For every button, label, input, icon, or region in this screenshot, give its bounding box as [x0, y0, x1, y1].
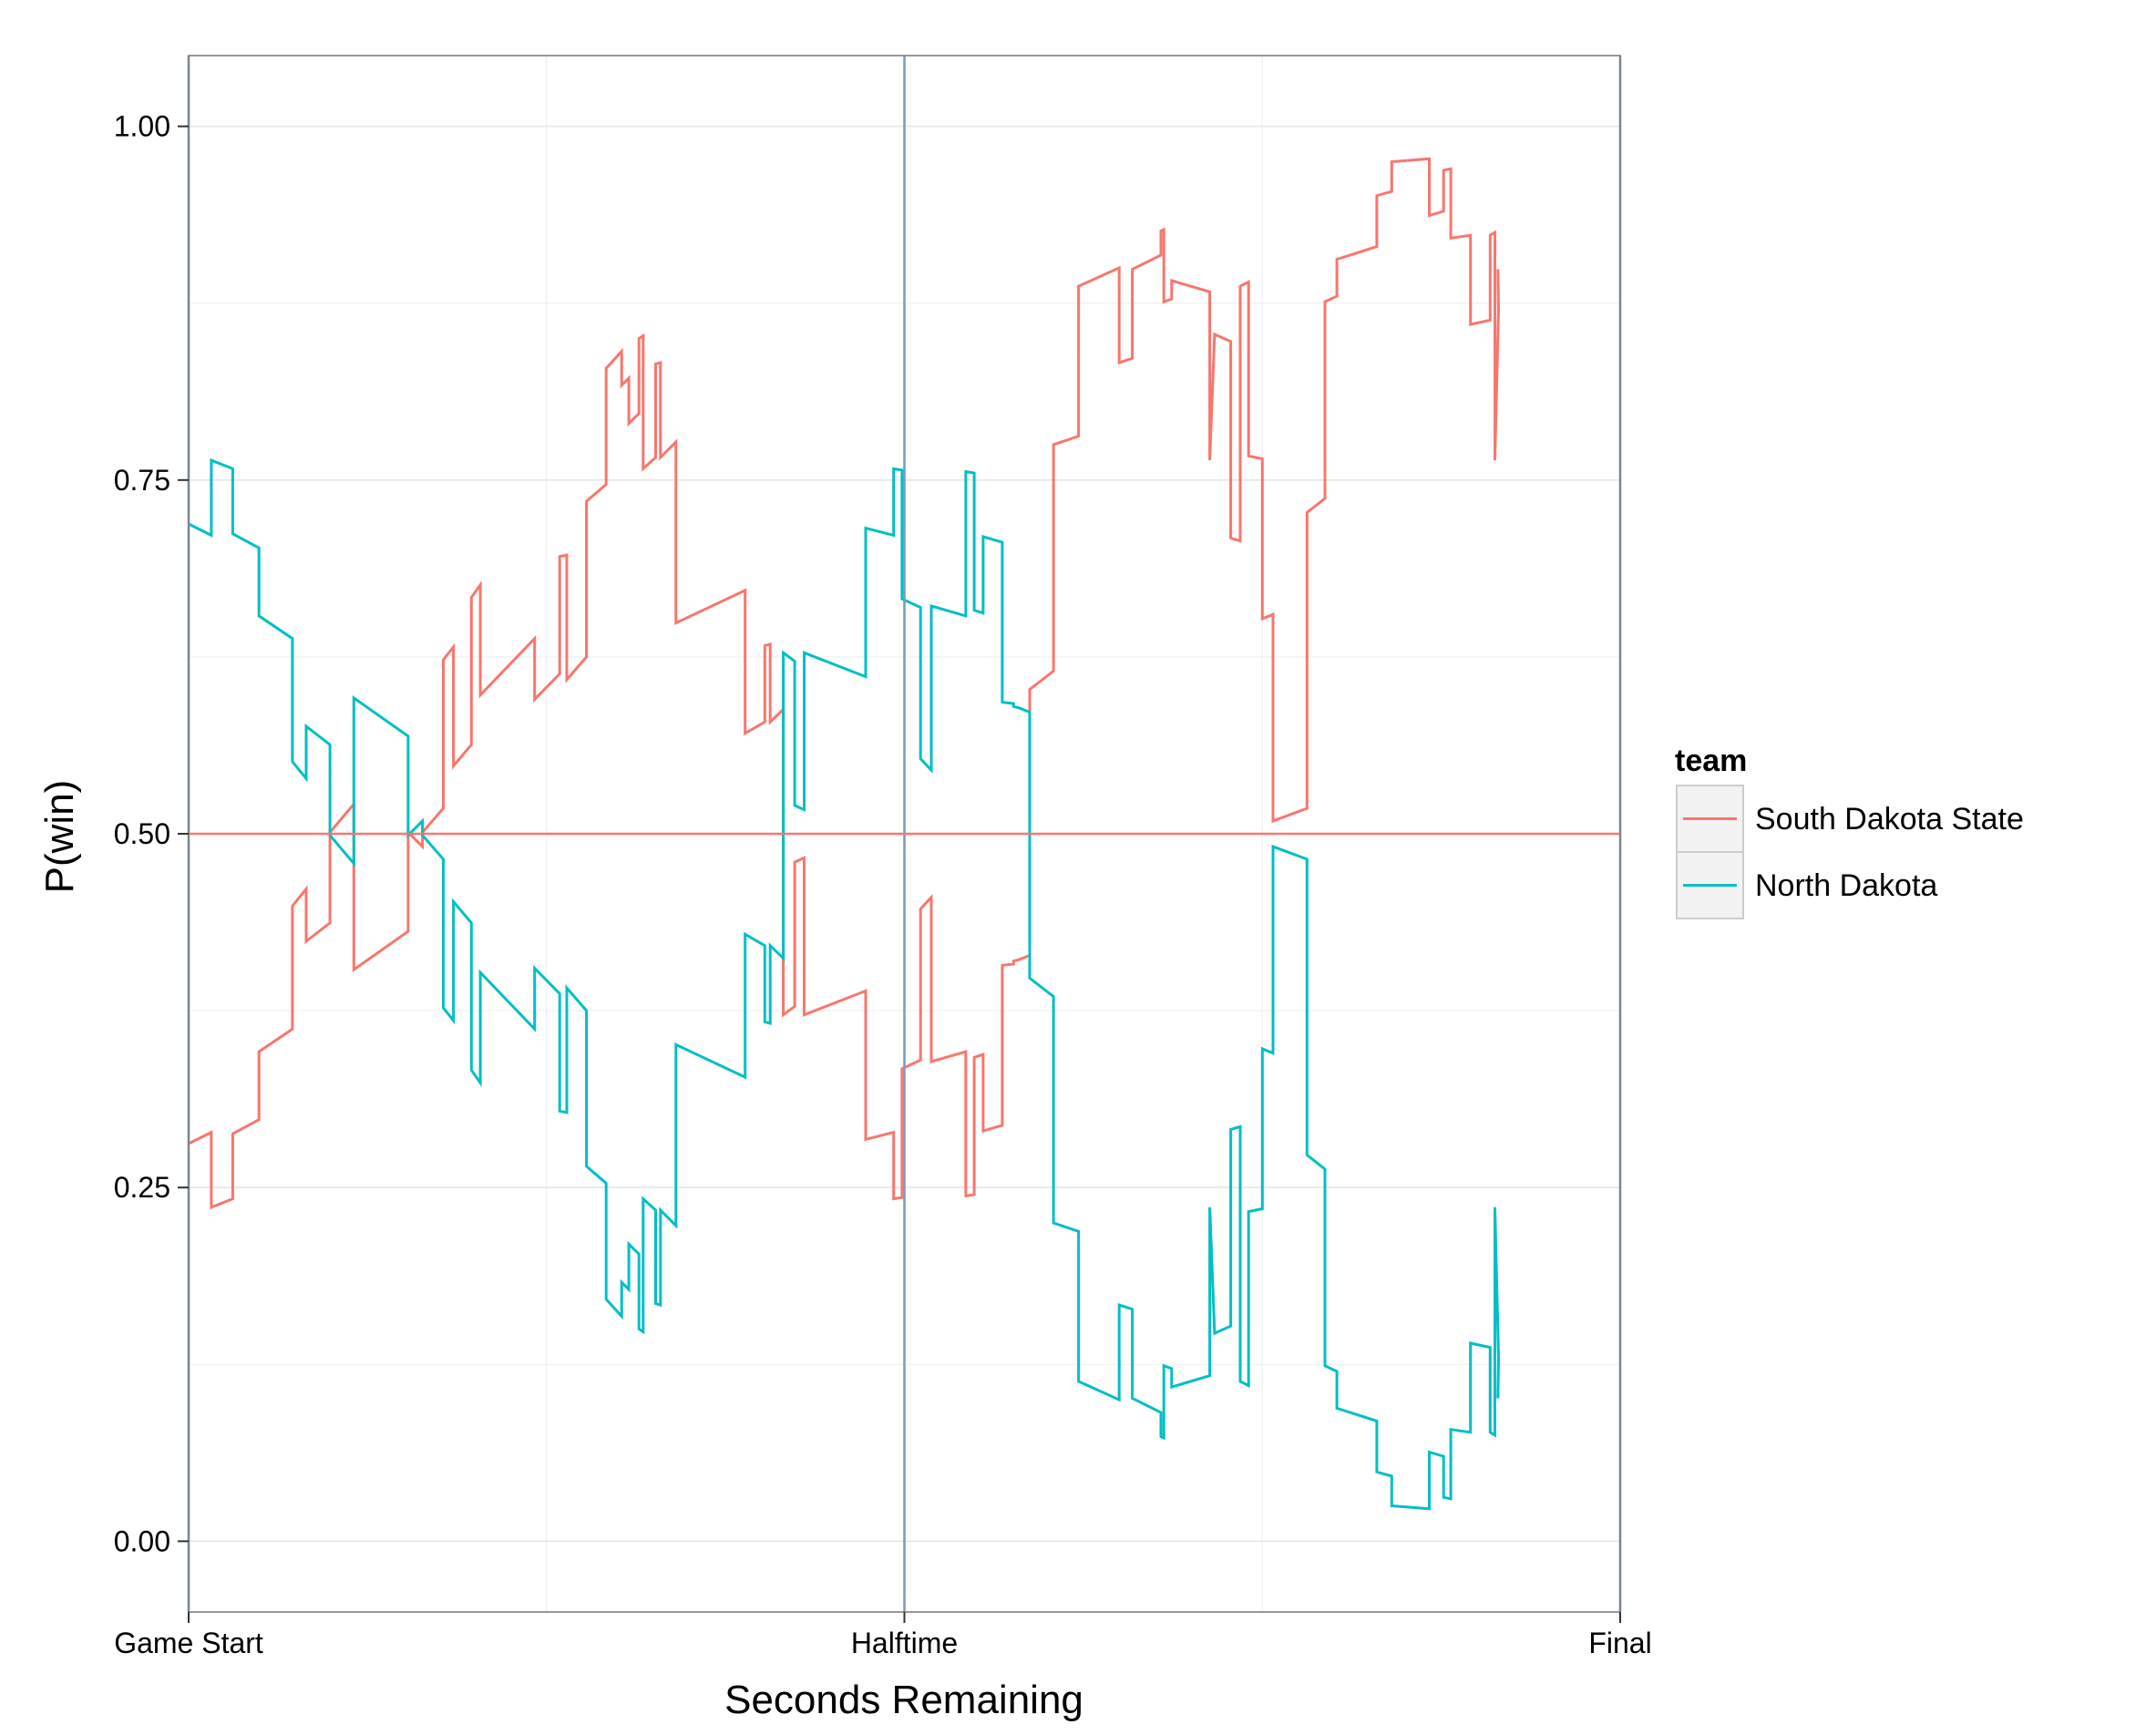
series-line-south-dakota-state: [188, 157, 1501, 1210]
legend-label: South Dakota State: [1755, 802, 2024, 837]
legend-keys: South Dakota State North Dakota: [1676, 785, 2024, 919]
y-tick-label: 0.50: [114, 817, 170, 850]
x-axis-title: Seconds Remaining: [724, 1678, 1083, 1722]
y-tick-label: 0.75: [114, 464, 170, 497]
axes: 0.00 0.25 0.50 0.75 1.00 Game Start Halftime Fi…: [114, 55, 1652, 1659]
x-tick-label: Halftime: [851, 1627, 958, 1659]
y-tick-label: 1.00: [114, 110, 170, 143]
legend: team South Dakota State North Dakota: [1675, 744, 2024, 919]
x-tick-label: Game Start: [114, 1627, 263, 1659]
x-tick-label: Final: [1588, 1627, 1651, 1659]
legend-label: North Dakota: [1755, 868, 1937, 903]
legend-title: team: [1675, 744, 1747, 778]
y-axis-title: P(win): [37, 780, 82, 894]
series-line-north-dakota: [188, 457, 1501, 1511]
y-tick-label: 0.25: [114, 1171, 170, 1204]
y-tick-label: 0.00: [114, 1525, 170, 1557]
